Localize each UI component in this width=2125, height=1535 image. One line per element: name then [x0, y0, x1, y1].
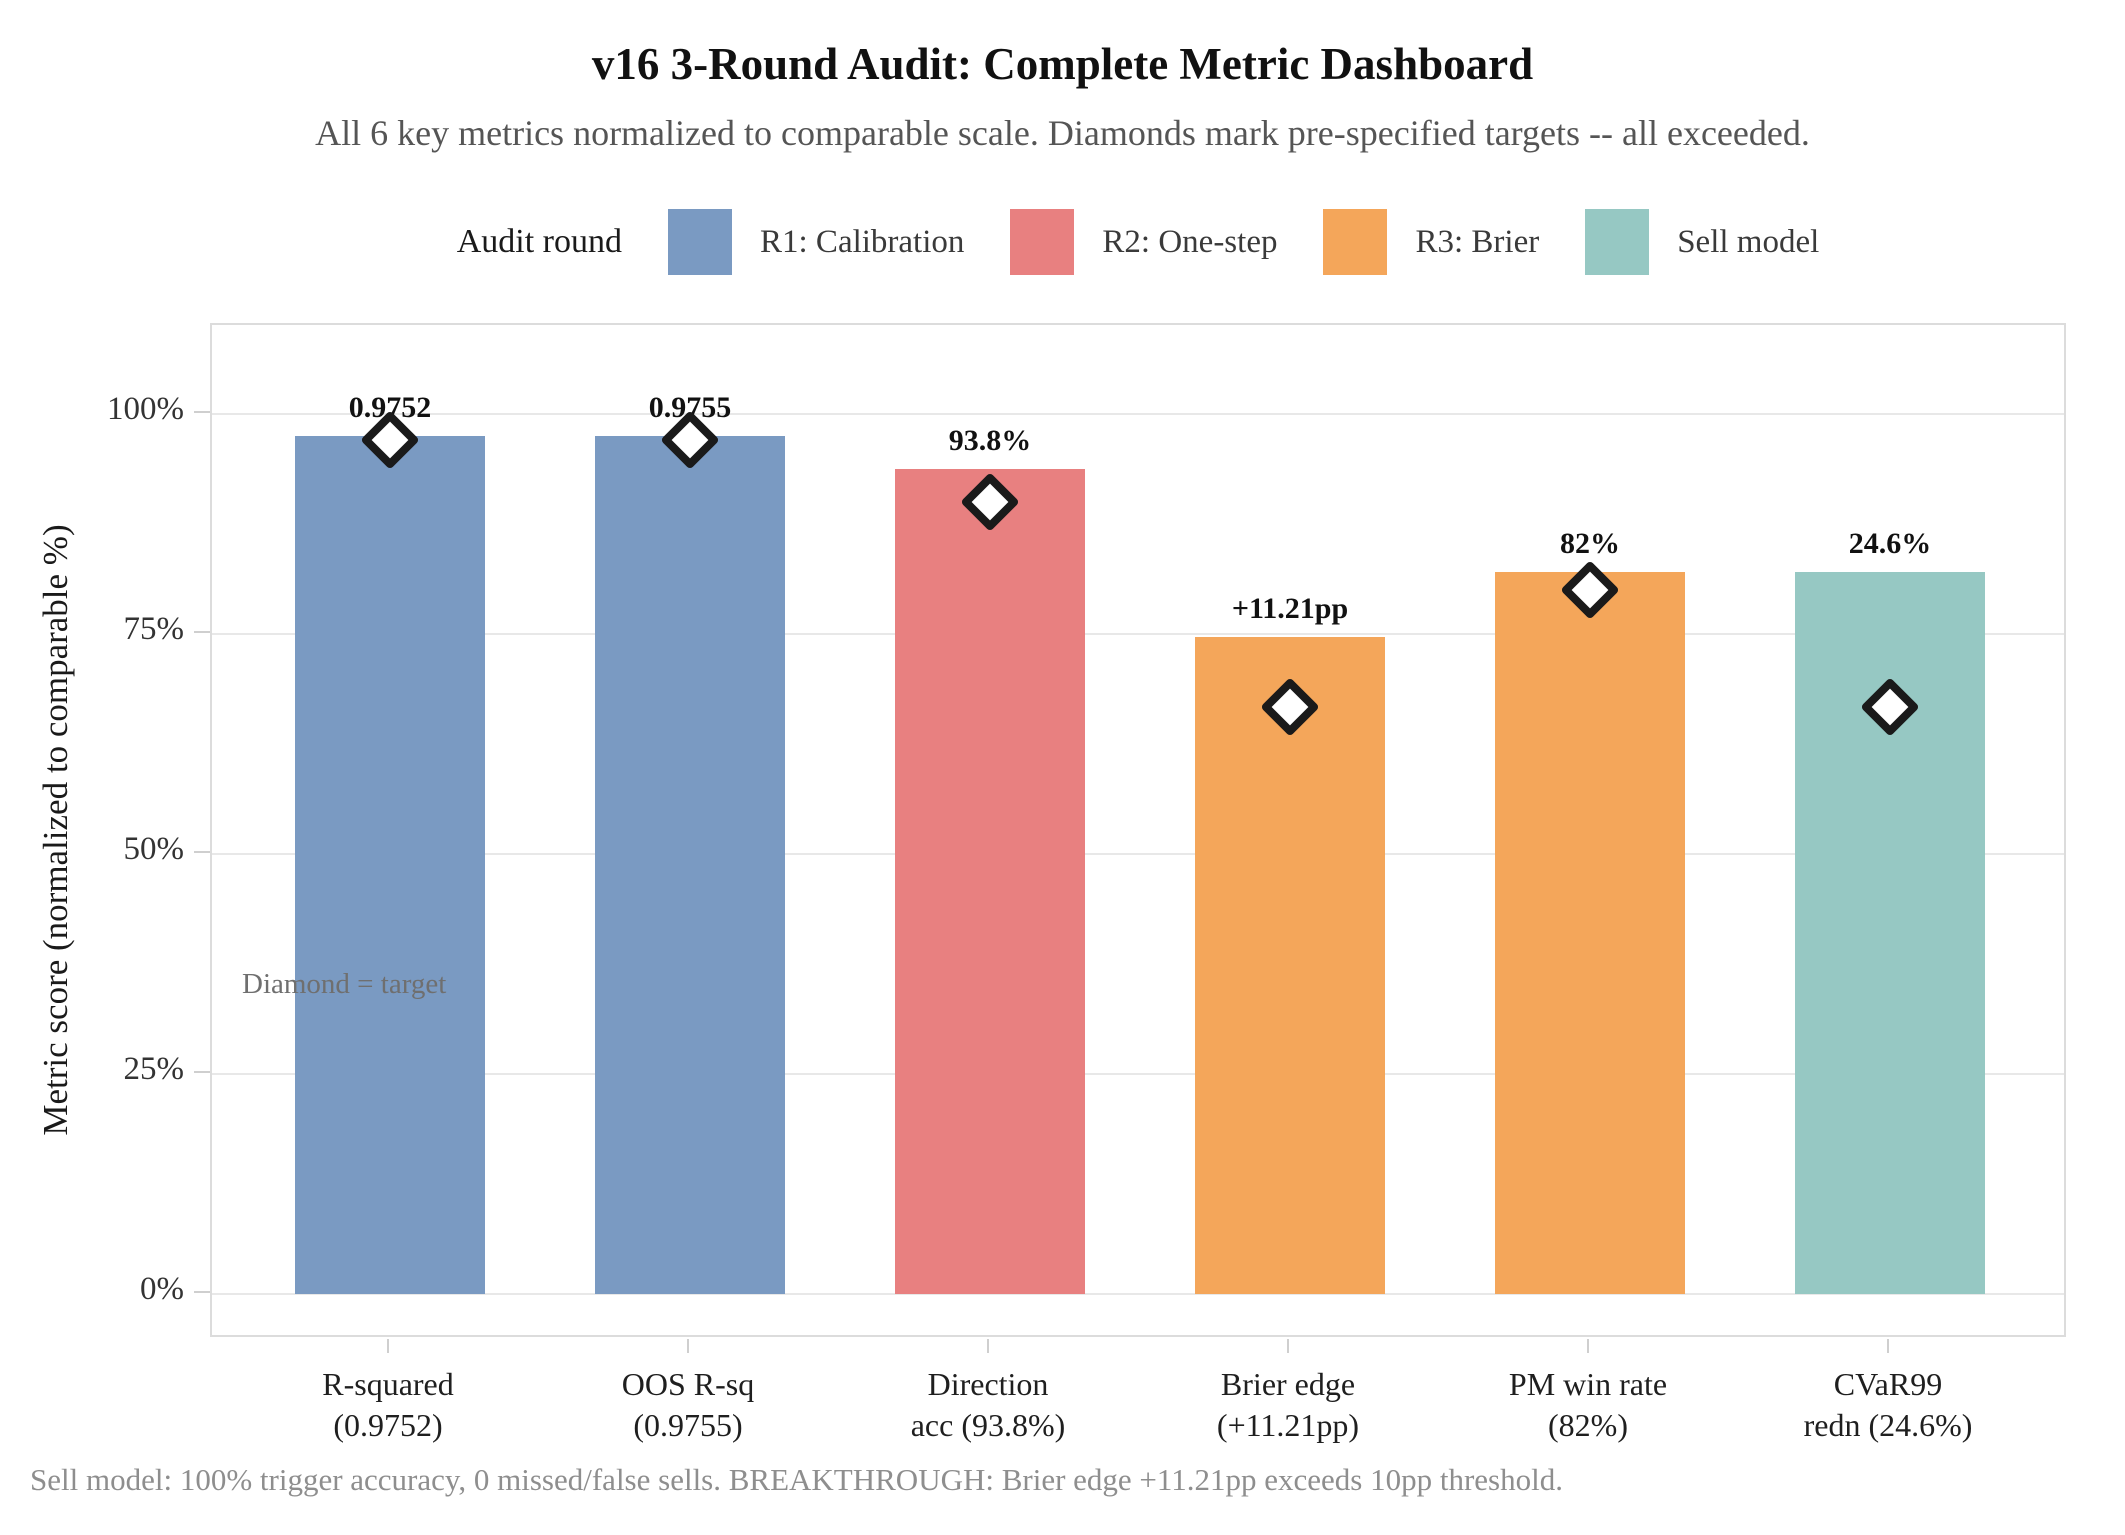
y-tick-label: 50%	[123, 831, 185, 867]
y-gridline	[212, 1073, 2064, 1075]
legend-label: Sell model	[1677, 223, 1820, 260]
y-tick-mark	[194, 411, 210, 413]
chart-title: v16 3-Round Audit: Complete Metric Dashb…	[591, 39, 1534, 89]
y-tick-mark	[194, 1291, 210, 1293]
bar-value-label: 93.8%	[948, 423, 1032, 457]
y-tick-mark	[194, 631, 210, 633]
x-tick-mark	[1887, 1339, 1889, 1353]
bar	[295, 435, 485, 1294]
legend-item: R3: Brier	[1323, 209, 1539, 275]
legend-item: R2: One-step	[1010, 209, 1277, 275]
chart-footnote: Sell model: 100% trigger accuracy, 0 mis…	[30, 1462, 1563, 1497]
legend-label: R2: One-step	[1102, 223, 1278, 260]
y-gridline	[212, 413, 2064, 415]
bar-value-label: +11.21pp	[1231, 591, 1349, 625]
x-category-line: CVaR99	[1833, 1366, 1943, 1402]
x-category-line: OOS R-sq	[621, 1366, 755, 1402]
y-gridline	[212, 1293, 2064, 1295]
y-tick-label: 0%	[140, 1271, 184, 1307]
y-tick-mark	[194, 851, 210, 853]
bar-value-label: 82%	[1560, 527, 1620, 561]
bar	[1195, 636, 1385, 1294]
bar-value-label: 24.6%	[1848, 527, 1932, 561]
x-category-line: (0.9755)	[633, 1407, 743, 1443]
x-category-label: OOS R-sq (0.9755)	[508, 1364, 868, 1446]
bar	[1495, 572, 1685, 1294]
x-category-line: PM win rate	[1508, 1366, 1668, 1402]
legend-label: R3: Brier	[1415, 223, 1540, 260]
legend: Audit round R1: Calibration R2: One-step R…	[210, 200, 2066, 284]
y-gridline	[212, 853, 2064, 855]
x-category-line: (0.9752)	[333, 1407, 443, 1443]
legend-item: Sell model	[1585, 209, 1819, 275]
x-category-line: (82%)	[1548, 1407, 1628, 1443]
x-tick-mark	[1287, 1339, 1289, 1353]
bar	[895, 468, 1085, 1294]
legend-swatch	[1323, 209, 1388, 275]
x-tick-mark	[987, 1339, 989, 1353]
y-tick-label: 75%	[123, 611, 185, 647]
x-category-line: acc (93.8%)	[910, 1407, 1066, 1443]
x-tick-mark	[1587, 1339, 1589, 1353]
y-tick-mark	[194, 1071, 210, 1073]
y-gridline	[212, 633, 2064, 635]
x-category-line: (+11.21pp)	[1216, 1407, 1360, 1443]
x-category-label: PM win rate (82%)	[1408, 1364, 1768, 1446]
y-tick-label: 25%	[123, 1051, 185, 1087]
legend-swatch	[1585, 209, 1650, 275]
legend-label: R1: Calibration	[760, 223, 965, 260]
x-category-line: redn (24.6%)	[1803, 1407, 1973, 1443]
bar	[595, 435, 785, 1294]
annotation-diamond-note: Diamond = target	[242, 968, 447, 1000]
y-tick-label: 100%	[107, 391, 184, 427]
x-tick-mark	[387, 1339, 389, 1353]
legend-item: R1: Calibration	[668, 209, 964, 275]
legend-swatch	[668, 209, 732, 275]
x-category-label: Direction acc (93.8%)	[808, 1364, 1168, 1446]
legend-title: Audit round	[456, 223, 622, 260]
x-category-label: R-squared (0.9752)	[208, 1364, 568, 1446]
legend-swatch	[1010, 209, 1075, 275]
x-category-label: CVaR99 redn (24.6%)	[1708, 1364, 2068, 1446]
x-category-line: Brier edge	[1220, 1366, 1356, 1402]
x-category-line: Direction	[927, 1366, 1049, 1402]
chart-subtitle: All 6 key metrics normalized to comparab…	[315, 113, 1810, 153]
x-category-label: Brier edge (+11.21pp)	[1108, 1364, 1468, 1446]
plot-panel: Diamond = target 0.9752 0.9755 93.8% +11.21…	[210, 323, 2066, 1337]
x-tick-mark	[687, 1339, 689, 1353]
x-category-line: R-squared	[322, 1366, 454, 1402]
